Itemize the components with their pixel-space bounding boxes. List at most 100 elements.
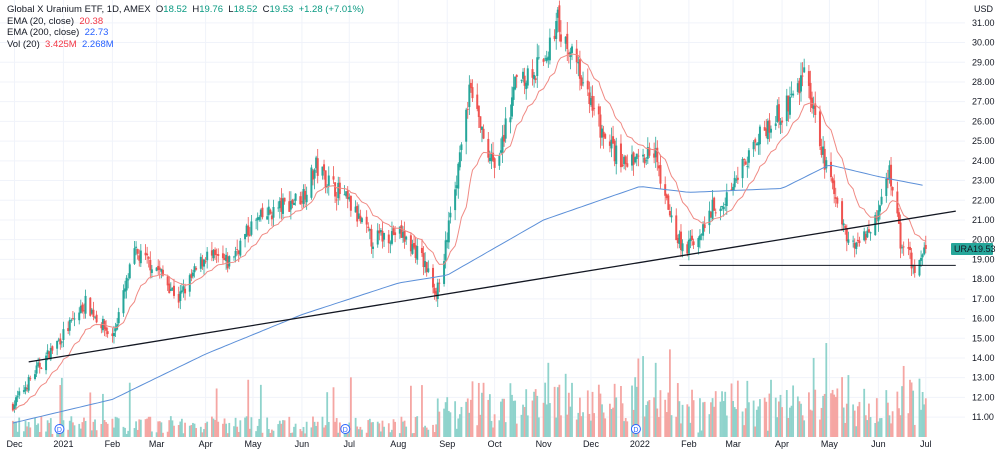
candle-body — [719, 208, 722, 212]
volume-bar — [376, 421, 379, 437]
volume-bar — [657, 416, 660, 437]
candle-body — [686, 244, 689, 254]
volume-bar — [179, 421, 182, 437]
candle-body — [863, 231, 866, 241]
volume-bar — [477, 382, 480, 437]
candle-body — [277, 207, 280, 209]
candle-body — [537, 57, 540, 59]
volume-bar — [743, 425, 746, 437]
candle-body — [589, 98, 592, 106]
candle-body — [700, 234, 703, 236]
volume-bar — [564, 373, 567, 437]
candle-body — [875, 217, 878, 219]
volume-bar — [523, 407, 526, 437]
candle-body — [818, 111, 821, 147]
volume-bar — [790, 405, 793, 437]
candle-body — [81, 304, 84, 312]
volume-bar — [111, 418, 114, 437]
volume-bar — [89, 392, 92, 437]
candle-body — [390, 231, 393, 244]
volume-bar — [580, 416, 583, 437]
legend-volume-row[interactable]: Vol (20) 3.425M 2.268M — [7, 39, 364, 51]
volume-bar — [305, 421, 308, 437]
candle-body — [841, 201, 844, 225]
candle-body — [125, 277, 128, 291]
volume-bar — [825, 343, 828, 437]
candle-body — [184, 288, 187, 294]
candle-body — [733, 177, 736, 188]
candle-body — [758, 126, 761, 145]
low-label: L — [228, 4, 234, 15]
volume-bar — [234, 417, 237, 437]
volume-bar — [258, 418, 261, 437]
volume-bar — [785, 390, 788, 437]
volume-bar — [293, 426, 295, 437]
volume-bar — [255, 431, 258, 437]
volume-bar — [11, 420, 14, 437]
volume-bar — [547, 362, 550, 437]
candle-body — [522, 71, 525, 79]
legend-ema200-row[interactable]: EMA (200, close) 22.73 — [7, 27, 364, 39]
price-axis[interactable]: 31.00 30.00 29.00 28.00 27.00 26.00 25.00 24.00… — [972, 18, 995, 422]
ascending-trendline[interactable] — [28, 210, 956, 363]
time-axis[interactable]: Dec 2021 Feb Mar Apr May Jun Jul Aug Sep Oct Nov Dec… — [6, 439, 931, 449]
volume-bar — [520, 414, 523, 437]
volume-bar — [402, 421, 404, 437]
candle-body — [392, 228, 395, 235]
volume-bar — [128, 382, 131, 437]
volume-bar — [500, 401, 502, 437]
candle-body — [477, 105, 480, 117]
volume-bar — [72, 422, 74, 437]
candle-body — [558, 5, 561, 32]
volume-bar — [615, 397, 618, 437]
symbol-title[interactable]: Global X Uranium ETF, 1D, AMEX — [7, 4, 151, 15]
volume-bar — [204, 423, 207, 437]
volume-bar — [924, 398, 927, 437]
legend-ema20-row[interactable]: EMA (20, close) 20.38 — [7, 16, 364, 28]
x-tick-label: Mar — [149, 439, 165, 449]
volume-bar — [582, 412, 584, 437]
dividend-marker-icon[interactable] — [54, 424, 65, 434]
candle-body — [864, 233, 867, 241]
candle-body — [514, 76, 517, 90]
volume-bar — [416, 416, 419, 437]
candle-body — [825, 160, 828, 169]
candle-body — [711, 199, 714, 221]
candle-body — [525, 82, 528, 90]
volume-bar — [613, 383, 616, 437]
volume-bar — [586, 390, 589, 437]
volume-bar — [356, 426, 359, 437]
dividend-marker-icon[interactable] — [630, 424, 641, 434]
candle-body — [402, 232, 405, 238]
last-price-label-bg — [951, 242, 993, 255]
candle-body — [144, 252, 147, 256]
candle-body — [394, 232, 397, 236]
volume-bar — [653, 397, 656, 437]
volume-bar — [526, 415, 529, 437]
volume-bar — [721, 391, 723, 437]
volume-bar — [522, 404, 524, 437]
volume-bar — [759, 399, 761, 437]
candle-body — [400, 225, 403, 238]
volume-bar — [575, 419, 578, 437]
dividend-marker-icon[interactable] — [340, 424, 351, 434]
candle-body — [624, 156, 627, 165]
candle-body — [67, 328, 70, 332]
low-value: 18.52 — [233, 4, 258, 15]
candle-body — [523, 75, 526, 86]
volume-bar — [378, 423, 381, 437]
volume-bar — [899, 415, 902, 437]
candle-body — [918, 260, 921, 276]
candle-body — [482, 128, 485, 139]
volume-bar — [921, 392, 924, 437]
volume-bar — [548, 403, 551, 437]
volume-bar — [866, 420, 869, 437]
candle-body — [172, 285, 175, 296]
volume-bar — [781, 407, 783, 437]
volume-bar — [664, 399, 667, 437]
candle-body — [133, 248, 136, 264]
candle-body — [71, 318, 74, 319]
volume-bar — [789, 407, 791, 437]
